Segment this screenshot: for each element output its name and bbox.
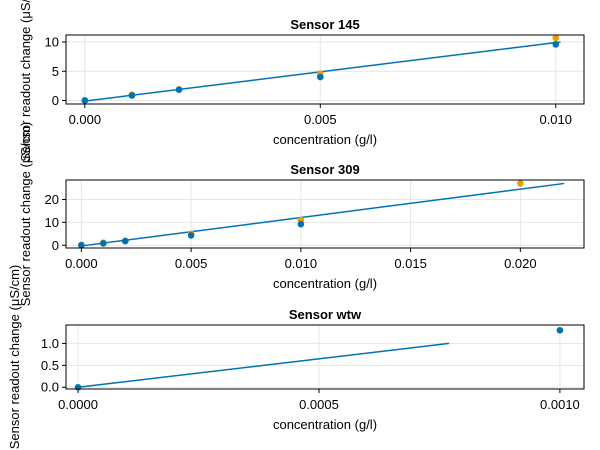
x-tick-label: 0.015 [394, 256, 427, 271]
y-tick-label: 0 [52, 238, 59, 253]
y-tick-label: 0.0 [41, 380, 59, 395]
y-tick-label: 0.5 [41, 358, 59, 373]
y-axis-label: Sensor readout change (μS/cm) [18, 0, 33, 162]
data-point [517, 180, 524, 187]
data-point [78, 241, 85, 249]
x-tick-label: 0.0005 [299, 397, 339, 412]
plot-frame [65, 179, 585, 249]
y-tick-label: 0 [52, 93, 59, 108]
y-axis-label: Sensor readout change (μS/cm) [18, 122, 33, 307]
data-point [552, 34, 560, 42]
data-point [316, 73, 324, 81]
data-point [81, 97, 89, 104]
data-point [297, 220, 305, 228]
y-axis-label: Sensor readout change (μS/cm) [7, 265, 22, 450]
data-point [556, 326, 564, 334]
data-point [187, 232, 195, 239]
x-tick-label: 0.000 [65, 256, 98, 271]
x-tick-label: 0.000 [69, 112, 102, 127]
chart-title: Sensor wtw [289, 307, 362, 322]
chart-panel-3: 0.0000 0.0005 0.0010 0.0 0.5 1.0 Sensor wtw con… [7, 265, 585, 450]
x-axis-label: concentration (g/l) [273, 132, 377, 147]
y-tick-label: 5 [52, 64, 59, 79]
y-tick-label: 10 [45, 35, 59, 50]
x-tick-label: 0.0010 [540, 397, 580, 412]
data-point [552, 41, 560, 48]
y-tick-label: 20 [45, 192, 59, 207]
chart-title: Sensor 145 [290, 17, 359, 32]
y-tick-label: 10 [45, 215, 59, 230]
y-tick-label: 1.0 [41, 336, 59, 351]
fit-line [77, 342, 450, 388]
x-tick-label: 0.005 [175, 256, 208, 271]
plot-frame [65, 324, 585, 390]
fit-line [81, 182, 565, 247]
x-tick-label: 0.005 [304, 112, 337, 127]
x-tick-label: 0.010 [539, 112, 572, 127]
x-axis-label: concentration (g/l) [273, 417, 377, 432]
chart-panel-2: 0.000 0.005 0.010 0.015 0.020 0 10 20 Sensor 309… [18, 122, 585, 307]
chart-title: Sensor 309 [290, 162, 359, 177]
x-tick-label: 0.020 [504, 256, 537, 271]
data-point [100, 240, 107, 247]
plot-frame [65, 34, 585, 105]
x-tick-label: 0.010 [285, 256, 318, 271]
data-point [121, 237, 129, 245]
chart-panel-1: 0.000 0.005 0.010 0 5 10 Sensor 145 concentrati… [18, 0, 585, 162]
x-tick-label: 0.0000 [58, 397, 98, 412]
data-point [128, 92, 136, 99]
data-point [175, 86, 183, 93]
data-point [74, 383, 82, 391]
x-axis-label: concentration (g/l) [273, 276, 377, 291]
